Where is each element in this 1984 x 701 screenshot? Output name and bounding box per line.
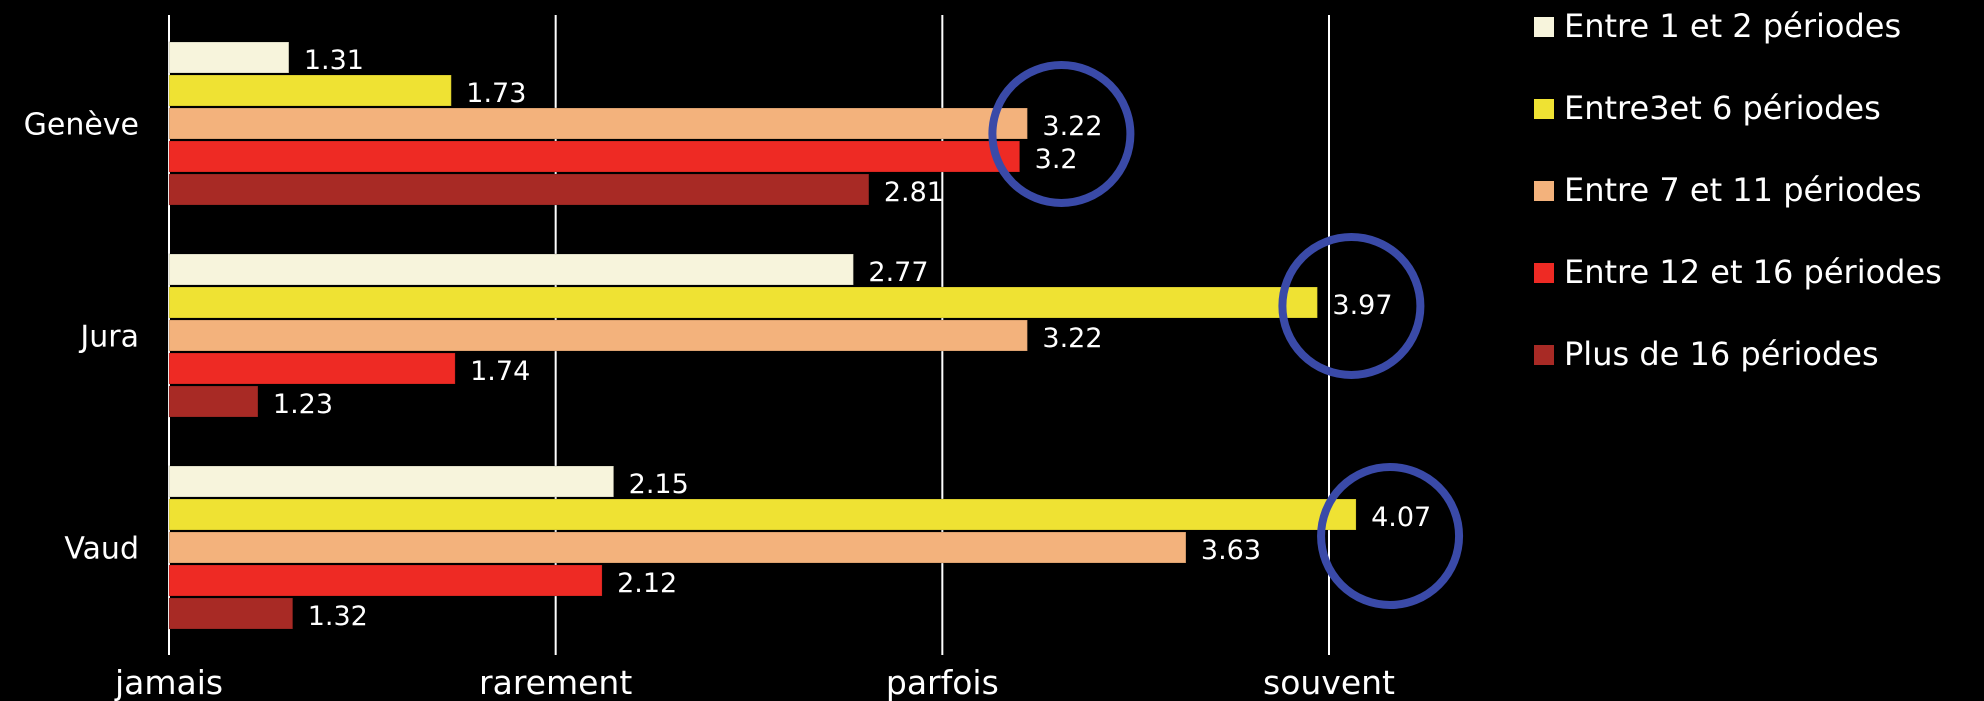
- legend-label: Entre3et 6 périodes: [1564, 89, 1881, 127]
- bar-value-label: 2.12: [617, 568, 677, 599]
- legend: Entre 1 et 2 périodes Entre3et 6 périodes…: [1534, 7, 1942, 373]
- category-label: Vaud: [64, 532, 139, 567]
- category-labels: Genève Jura Vaud: [24, 108, 139, 567]
- category-label: Genève: [24, 108, 139, 143]
- highlight-circles: [988, 61, 1464, 609]
- bar: [168, 41, 290, 74]
- bar: [168, 498, 1357, 531]
- bar-value-label: 3.2: [1035, 144, 1078, 175]
- bar: [168, 74, 452, 107]
- legend-swatch: [1534, 17, 1554, 37]
- legend-swatch: [1534, 345, 1554, 365]
- bar: [168, 597, 294, 630]
- bars: [168, 41, 1357, 630]
- bar: [168, 253, 854, 286]
- bar-value-label: 3.22: [1042, 111, 1102, 142]
- highlight-circle: [988, 61, 1135, 207]
- legend-label: Entre 1 et 2 périodes: [1564, 7, 1901, 45]
- bar: [168, 107, 1028, 140]
- legend-swatch: [1534, 181, 1554, 201]
- x-tick-label: rarement: [479, 663, 632, 701]
- highlight-circle: [1278, 233, 1425, 379]
- bar-value-label: 3.97: [1332, 290, 1392, 321]
- legend-label: Plus de 16 périodes: [1564, 335, 1879, 373]
- bar-value-label: 4.07: [1371, 502, 1431, 533]
- value-labels: 1.311.733.223.22.812.773.973.221.741.232…: [273, 45, 1431, 632]
- bar-value-label: 2.15: [629, 469, 689, 500]
- bar: [168, 319, 1028, 352]
- bar: [168, 564, 603, 597]
- x-tick-label: jamais: [114, 663, 223, 701]
- x-tick-label: souvent: [1263, 663, 1395, 701]
- bar-value-label: 1.23: [273, 389, 333, 420]
- legend-label: Entre 12 et 16 périodes: [1564, 253, 1942, 291]
- bar-value-label: 1.73: [466, 78, 526, 109]
- category-label: Jura: [78, 320, 139, 355]
- bar: [168, 140, 1021, 173]
- bar: [168, 531, 1187, 564]
- bar: [168, 173, 870, 206]
- bar: [168, 352, 456, 385]
- x-tick-labels: jamais rarement parfois souvent: [114, 663, 1395, 701]
- legend-label: Entre 7 et 11 périodes: [1564, 171, 1921, 209]
- bar-value-label: 1.32: [308, 601, 368, 632]
- legend-swatch: [1534, 99, 1554, 119]
- x-tick-label: parfois: [886, 663, 999, 701]
- bar-value-label: 2.77: [868, 257, 928, 288]
- bar: [168, 286, 1318, 319]
- highlight-circle: [1317, 463, 1464, 609]
- bar-value-label: 1.31: [304, 45, 364, 76]
- bar-value-label: 3.63: [1201, 535, 1261, 566]
- bar: [168, 385, 259, 418]
- bar-value-label: 3.22: [1042, 323, 1102, 354]
- bar-value-label: 2.81: [884, 177, 944, 208]
- bar: [168, 465, 615, 498]
- legend-swatch: [1534, 263, 1554, 283]
- bar-value-label: 1.74: [470, 356, 530, 387]
